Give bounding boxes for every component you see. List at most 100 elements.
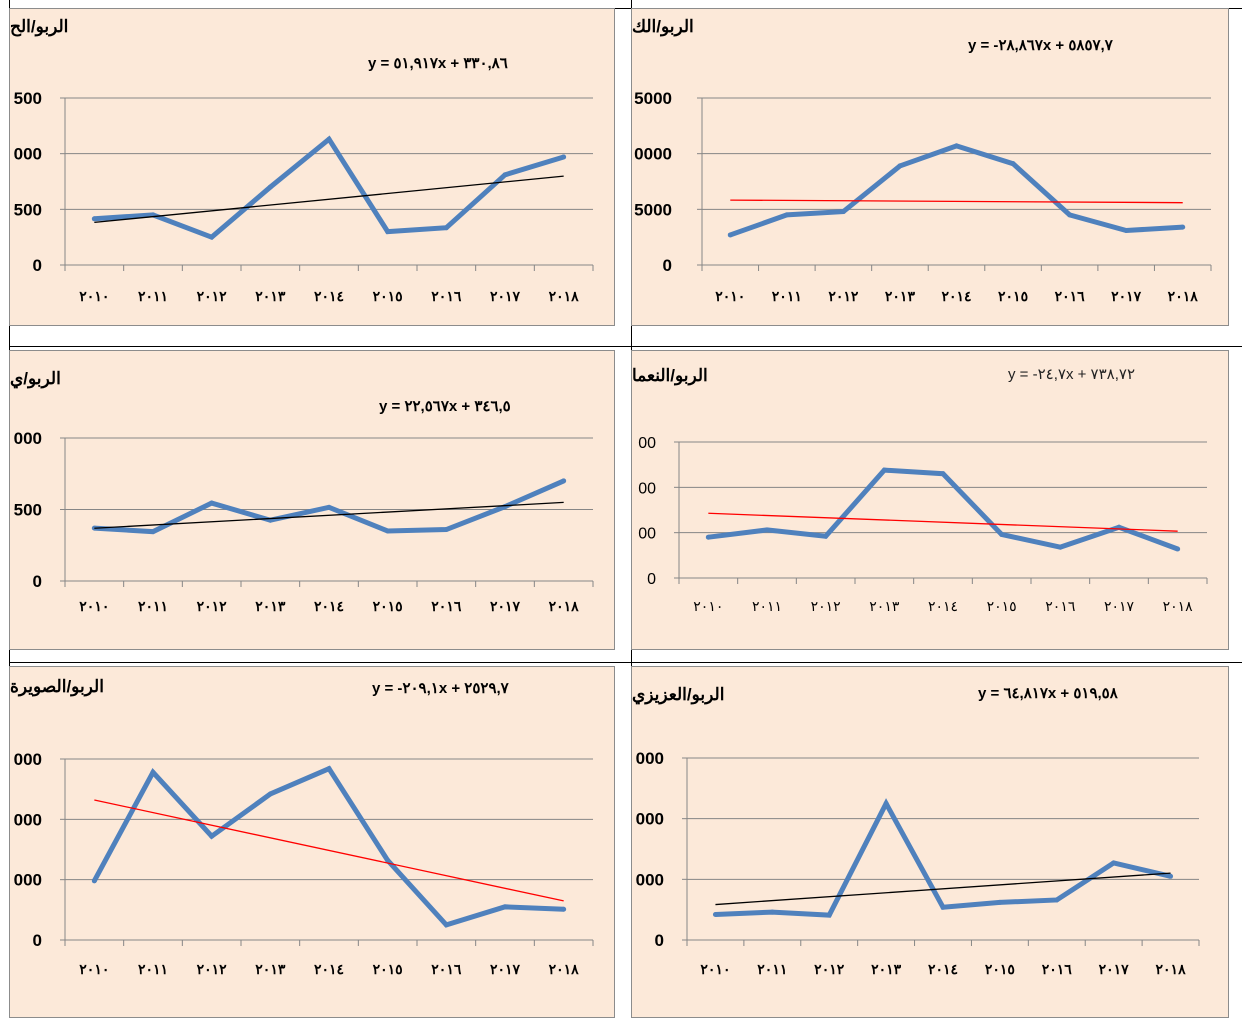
trendline-equation: y = ٥١,٩١٧x + ٣٣٠,٨٦ bbox=[368, 55, 508, 72]
data-series-line bbox=[92, 765, 564, 928]
x-tick-label: ٢٠١٧ bbox=[1111, 288, 1142, 304]
chart-panel-5: 0 000 000 000 ٢٠١٠ ٢٠١١ ٢٠١٢ ٢٠١٣ ٢٠١٤ ٢٠١٥ ٢٠١٦ ٢٠… bbox=[9, 666, 615, 1018]
x-tick-label: ٢٠١٤ bbox=[314, 961, 344, 977]
trendline-equation: y = -٢٤,٧x + ٧٣٨,٧٢ bbox=[1008, 366, 1135, 383]
data-point bbox=[443, 225, 449, 231]
x-tick-label: ٢٠١٦ bbox=[1055, 288, 1086, 304]
data-point bbox=[267, 184, 273, 190]
y-tick-label: 00 bbox=[638, 526, 656, 543]
data-point bbox=[561, 478, 567, 484]
data-point bbox=[1180, 224, 1186, 230]
y-tick-label: 000 bbox=[636, 749, 664, 768]
data-point bbox=[840, 209, 846, 215]
trendline-equation: y = -٢٠٩,١x + ٢٥٢٩,٧ bbox=[372, 680, 509, 697]
chart-svg-2: 0 5000 0000 5000 ٢٠١٠ ٢٠١١ ٢٠١٢ ٢٠١٣ ٢٠١٤ ٢٠١٥ ٢٠١… bbox=[634, 89, 1212, 304]
data-point bbox=[91, 878, 97, 884]
x-tick-label: ٢٠١٢ bbox=[197, 961, 228, 977]
x-tick-label: ٢٠١٦ bbox=[431, 961, 462, 977]
data-point bbox=[385, 857, 391, 863]
chart-title: الربو/النعما bbox=[632, 366, 708, 385]
data-point bbox=[385, 528, 391, 534]
x-tick-label: ٢٠١٤ bbox=[314, 598, 344, 614]
x-tick-label: ٢٠١٨ bbox=[1156, 961, 1187, 977]
data-point bbox=[769, 909, 775, 915]
chart-panel-1: 0 500 000 500 ٢٠١٠ ٢٠١١ ٢٠١٢ ٢٠١٣ ٢٠١٤ ٢٠١٥ ٢٠١٦ ٢٠… bbox=[9, 8, 615, 326]
data-point bbox=[326, 504, 332, 510]
x-tick-label: ٢٠١٤ bbox=[928, 961, 958, 977]
trendline bbox=[94, 501, 564, 529]
x-tick-label: ٢٠١٢ bbox=[811, 598, 841, 614]
data-point bbox=[1010, 161, 1016, 167]
data-point bbox=[940, 471, 946, 477]
y-tick-label: 0 bbox=[33, 256, 42, 275]
data-point bbox=[561, 906, 567, 912]
data-series-line bbox=[715, 798, 1172, 918]
trendline bbox=[94, 799, 564, 902]
y-tick-label: 0 bbox=[663, 256, 672, 275]
chart-title: الربو/ي bbox=[10, 369, 61, 388]
x-tick-label: ٢٠١٦ bbox=[1045, 598, 1075, 614]
trendline bbox=[94, 175, 564, 224]
x-tick-label: ٢٠١٤ bbox=[928, 598, 958, 614]
y-tick-label: 000 bbox=[14, 871, 42, 890]
trendline-equation: y = -٢٨,٨٦٧x + ٥٨٥٧,٧ bbox=[968, 37, 1113, 54]
x-tick-label: ٢٠١٧ bbox=[490, 598, 521, 614]
x-tick-label: ٢٠١٧ bbox=[490, 288, 521, 304]
data-point bbox=[1067, 212, 1073, 218]
data-point bbox=[385, 229, 391, 235]
chart-title: الربو/الصويرة bbox=[10, 677, 104, 696]
data-point bbox=[209, 500, 215, 506]
y-tick-label: 0 bbox=[655, 931, 664, 950]
x-tick-label: ٢٠١١ bbox=[757, 961, 787, 977]
x-tick-label: ٢٠١٦ bbox=[1042, 961, 1073, 977]
trendline bbox=[730, 199, 1183, 204]
table-row-divider-2 bbox=[9, 662, 1242, 663]
x-tick-label: ٢٠١٠ bbox=[700, 961, 730, 977]
data-point bbox=[826, 912, 832, 918]
x-tick-label: ٢٠١٨ bbox=[1168, 288, 1199, 304]
x-tick-label: ٢٠١٧ bbox=[1099, 961, 1130, 977]
x-tick-label: ٢٠١٨ bbox=[1163, 598, 1194, 614]
x-tick-label: ٢٠١٥ bbox=[998, 288, 1028, 304]
data-point bbox=[502, 172, 508, 178]
x-tick-label: ٢٠١٢ bbox=[197, 598, 228, 614]
x-tick-label: ٢٠١١ bbox=[138, 288, 168, 304]
data-point bbox=[823, 533, 829, 539]
y-tick-label: 500 bbox=[14, 200, 42, 219]
data-point bbox=[784, 212, 790, 218]
data-point bbox=[999, 531, 1005, 537]
data-point bbox=[150, 529, 156, 535]
data-point bbox=[209, 234, 215, 240]
data-point bbox=[1123, 227, 1129, 233]
y-tick-label: 0 bbox=[647, 571, 656, 588]
x-tick-label: ٢٠١٥ bbox=[373, 961, 403, 977]
data-point bbox=[954, 143, 959, 149]
data-point bbox=[150, 769, 156, 775]
x-tick-label: ٢٠١٨ bbox=[549, 598, 580, 614]
x-tick-label: ٢٠١٦ bbox=[431, 288, 462, 304]
trendline-equation: y = ٢٢,٥٦٧x + ٣٤٦,٥ bbox=[379, 398, 511, 415]
x-tick-label: ٢٠١١ bbox=[138, 961, 168, 977]
x-tick-label: ٢٠١٢ bbox=[197, 288, 228, 304]
data-point bbox=[1057, 544, 1063, 550]
data-point bbox=[897, 163, 903, 169]
data-series-line bbox=[729, 143, 1183, 238]
data-point bbox=[326, 766, 332, 772]
x-tick-label: ٢٠١٤ bbox=[941, 288, 971, 304]
x-tick-label: ٢٠١٣ bbox=[255, 961, 286, 977]
data-point bbox=[997, 899, 1003, 905]
x-tick-label: ٢٠١٠ bbox=[715, 288, 745, 304]
x-tick-label: ٢٠١٣ bbox=[255, 598, 286, 614]
x-tick-label: ٢٠١٣ bbox=[255, 288, 286, 304]
x-tick-label: ٢٠١٢ bbox=[814, 961, 845, 977]
x-tick-label: ٢٠١٢ bbox=[828, 288, 859, 304]
table-border-top bbox=[9, 8, 1242, 9]
x-tick-label: ٢٠١٣ bbox=[869, 598, 900, 614]
data-point bbox=[940, 904, 946, 910]
x-tick-label: ٢٠١١ bbox=[772, 288, 802, 304]
trendline bbox=[715, 872, 1171, 906]
y-tick-label: 000 bbox=[636, 810, 664, 829]
x-tick-label: ٢٠١٧ bbox=[490, 961, 521, 977]
